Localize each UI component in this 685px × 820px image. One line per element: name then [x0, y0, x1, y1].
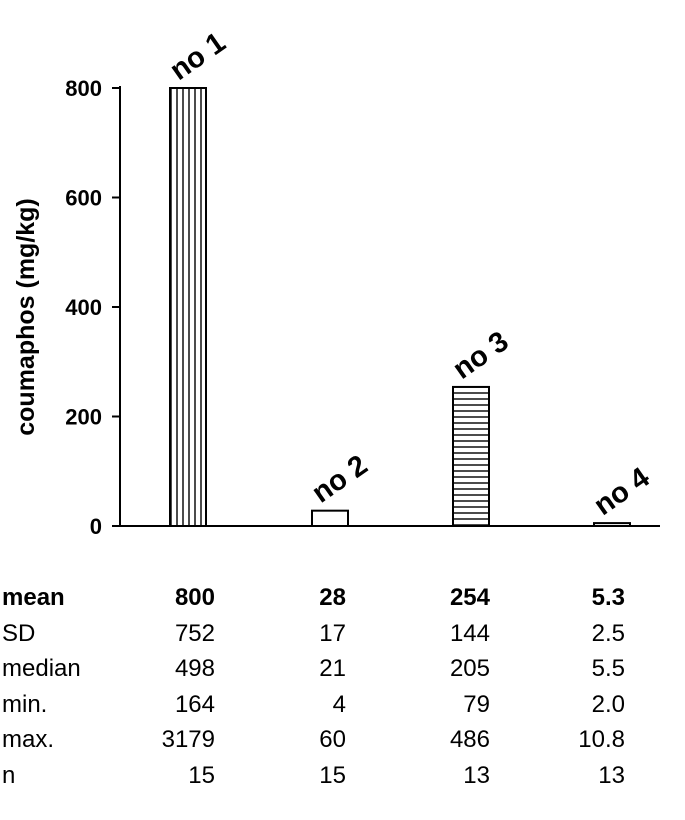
- stats-row-label: min.: [2, 690, 48, 718]
- stats-cell: 15: [319, 762, 346, 789]
- stats-row-SD: SD 752 17 144 2.5: [0, 616, 685, 652]
- category-label: no 4: [588, 462, 655, 522]
- stats-row-label: max.: [2, 726, 55, 754]
- bar-chart: 0 200 400 600 800 no 1 no 2 no 3 no 4 coumaphos…: [12, 26, 660, 539]
- stats-cell: 2.0: [591, 690, 625, 718]
- stats-row-label: median: [2, 655, 81, 683]
- stats-cell: 15: [188, 762, 215, 789]
- stats-cell: 3179: [161, 726, 215, 754]
- y-tick-label: 200: [65, 405, 102, 430]
- stats-row-label: n: [2, 762, 16, 789]
- stats-cell: 79: [463, 690, 490, 718]
- bar-no-1: [169, 87, 207, 527]
- stats-cell: 2.5: [591, 619, 625, 647]
- stats-cell: 164: [174, 690, 215, 718]
- stats-cell: 5.3: [591, 584, 625, 611]
- stats-cell: 486: [449, 726, 490, 754]
- stats-row-median: median 498 21 205 5.5: [0, 651, 685, 687]
- stats-row-label: mean: [2, 584, 65, 611]
- stats-row-label: SD: [2, 619, 36, 647]
- y-tick-label: 800: [65, 76, 102, 101]
- stats-cell: 13: [463, 762, 490, 789]
- category-label: no 2: [306, 449, 373, 509]
- stats-cell: 205: [449, 655, 490, 683]
- y-tick-label: 400: [65, 295, 102, 320]
- stats-cell: 498: [174, 655, 215, 683]
- stats-cell: 254: [449, 584, 490, 611]
- stats-cell: 5.5: [591, 655, 625, 683]
- category-label: no 3: [447, 325, 514, 385]
- stats-cell: 4: [332, 690, 346, 718]
- stats-cell: 17: [319, 619, 346, 647]
- y-axis-title: coumaphos (mg/kg): [12, 198, 40, 436]
- category-label: no 1: [164, 26, 231, 86]
- y-tick-label: 0: [90, 514, 102, 539]
- stats-row-n: n 15 15 13 13: [0, 758, 685, 794]
- stats-row-max: max. 3179 60 486 10.8: [0, 722, 685, 758]
- stats-row-min: min. 164 4 79 2.0: [0, 687, 685, 723]
- stats-cell: 60: [319, 726, 346, 754]
- stats-cell: 800: [174, 584, 215, 611]
- stats-cell: 13: [598, 762, 625, 789]
- bar-no-4: [593, 522, 631, 528]
- stats-cell: 144: [449, 619, 490, 647]
- bar-no-3: [452, 385, 490, 527]
- stats-cell: 21: [319, 655, 346, 683]
- bar-no-2: [311, 509, 349, 528]
- stats-cell: 752: [174, 619, 215, 647]
- stats-cell: 28: [319, 584, 346, 611]
- stats-row-mean: mean 800 28 254 5.3: [0, 580, 685, 616]
- stats-cell: 10.8: [578, 726, 625, 754]
- y-tick-label: 600: [65, 186, 102, 211]
